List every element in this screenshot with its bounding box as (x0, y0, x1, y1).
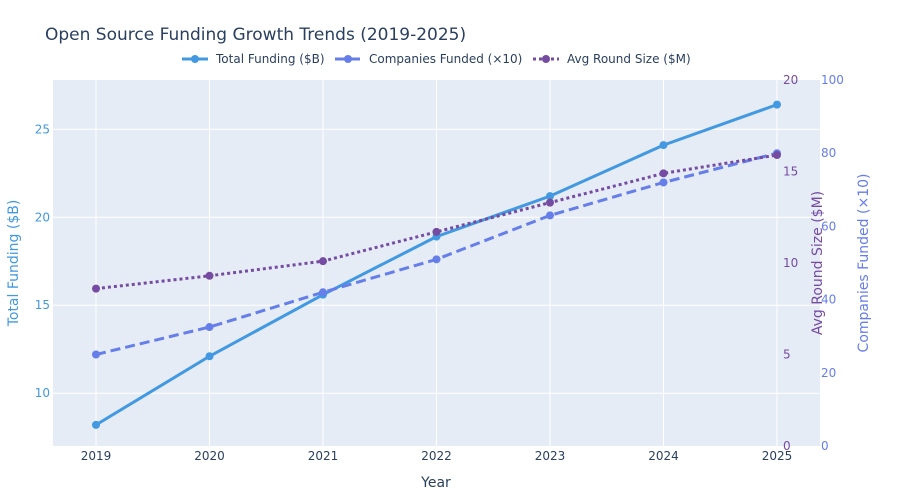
data-point-avg-round-size-m (319, 257, 327, 266)
y3-tick-label: 0 (821, 439, 829, 453)
x-tick-label: 2025 (762, 449, 793, 463)
legend: Total Funding ($B) Companies Funded (×10)… (182, 52, 691, 66)
legend-label: Total Funding ($B) (215, 52, 325, 66)
data-point-total-funding-b (773, 100, 781, 109)
legend-label: Companies Funded (×10) (369, 52, 522, 66)
data-point-companies-funded-10 (659, 178, 668, 187)
y2-tick-label: 10 (783, 256, 798, 270)
data-point-avg-round-size-m (432, 227, 441, 236)
chart-title: Open Source Funding Growth Trends (2019-… (45, 25, 466, 45)
y-axis-title: Total Funding ($B) (6, 200, 22, 328)
data-point-companies-funded-10 (546, 211, 554, 220)
legend-swatch-marker (542, 55, 550, 63)
y-tick-label: 15 (35, 298, 50, 312)
y3-tick-label: 60 (821, 219, 836, 233)
legend-swatch-marker (191, 55, 199, 63)
data-point-companies-funded-10 (205, 323, 214, 332)
x-tick-label: 2022 (421, 449, 452, 463)
y2-axis-title: Avg Round Size ($M) (810, 191, 826, 335)
data-point-avg-round-size-m (546, 198, 554, 207)
y-tick-label: 25 (35, 122, 50, 136)
y2-tick-label: 20 (783, 73, 798, 87)
y2-tick-label: 15 (783, 165, 798, 179)
x-tick-label: 2019 (81, 449, 112, 463)
data-point-avg-round-size-m (773, 151, 781, 160)
legend-item-companies-funded-10: Companies Funded (×10) (335, 52, 522, 66)
data-point-companies-funded-10 (92, 350, 100, 359)
data-point-total-funding-b (205, 352, 214, 361)
y3-tick-label: 40 (821, 293, 836, 307)
x-axis-title: Year (420, 475, 451, 491)
x-tick-label: 2021 (308, 449, 339, 463)
y2-tick-label: 5 (783, 348, 791, 362)
y-tick-label: 10 (35, 386, 50, 400)
data-point-companies-funded-10 (319, 288, 327, 297)
legend-label: Avg Round Size ($M) (567, 52, 691, 66)
x-tick-label: 2020 (194, 449, 225, 463)
y3-axis-title: Companies Funded (×10) (856, 174, 872, 353)
y3-tick-label: 100 (821, 73, 844, 87)
data-point-total-funding-b (659, 141, 668, 150)
data-point-companies-funded-10 (432, 255, 441, 264)
data-point-avg-round-size-m (92, 284, 100, 293)
x-tick-label: 2024 (648, 449, 679, 463)
legend-item-total-funding-b: Total Funding ($B) (182, 52, 325, 66)
data-point-avg-round-size-m (205, 271, 214, 280)
y3-tick-label: 20 (821, 366, 836, 380)
y2-tick-label: 0 (783, 439, 791, 453)
legend-item-avg-round-size-m: Avg Round Size ($M) (533, 52, 691, 66)
x-tick-label: 2023 (535, 449, 566, 463)
y3-tick-label: 80 (821, 146, 836, 160)
y-tick-label: 20 (35, 210, 50, 224)
data-point-total-funding-b (92, 420, 100, 429)
data-point-avg-round-size-m (659, 169, 668, 178)
data-point-total-funding-b (546, 192, 554, 201)
axis-layer: 2019 2020 2021 2022 2023 2024 2025101520250510… (35, 73, 844, 463)
legend-swatch-marker (344, 55, 352, 63)
points-layer (92, 100, 781, 429)
